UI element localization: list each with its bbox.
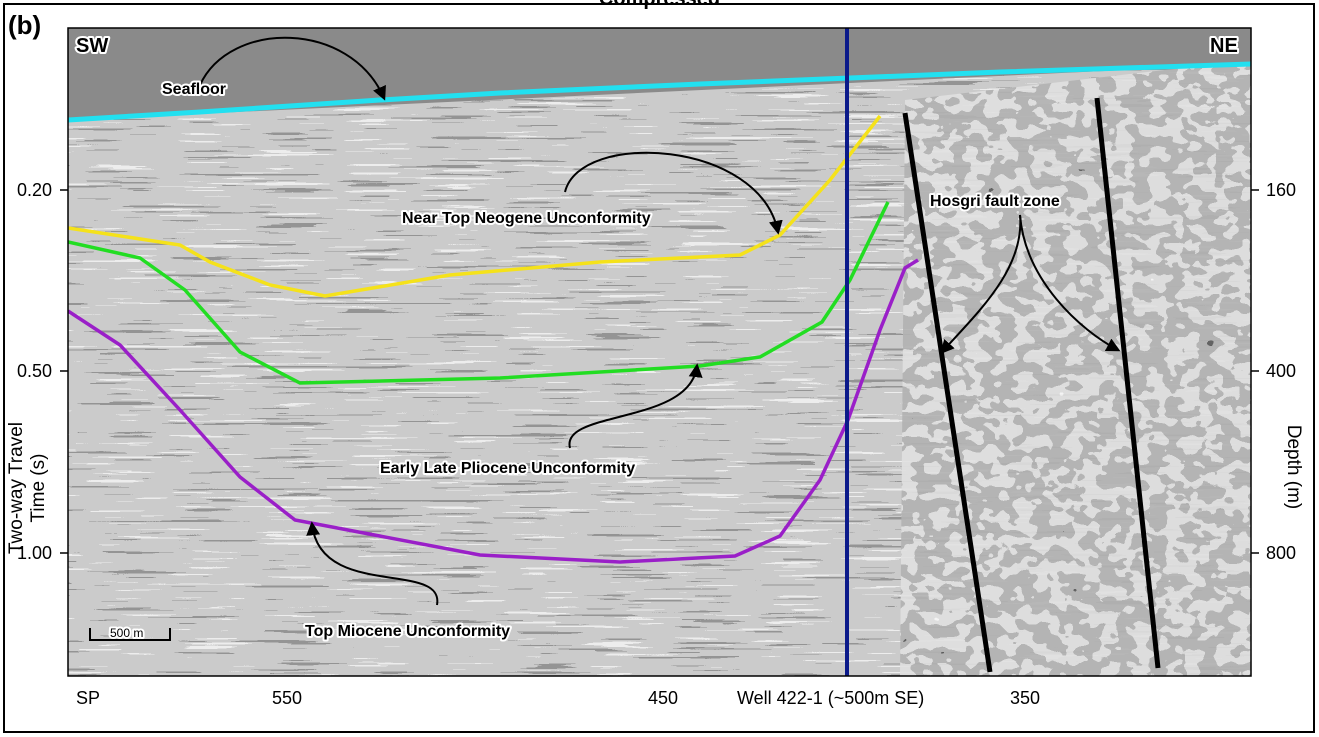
hosgri-fault-zone-label: Hosgri fault zone	[930, 193, 1060, 210]
early-late-pliocene-label: Early Late Pliocene Unconformity	[380, 460, 635, 477]
neogene-label-arrow	[564, 151, 783, 235]
fault-zone-chaotic-reflections	[900, 60, 1251, 676]
scale-bar: 500 m	[89, 624, 171, 642]
left-axis-title-line2: Time (s)	[28, 453, 49, 523]
shotpoint-tick-550: 550	[272, 688, 303, 708]
seafloor-label-arrow	[199, 36, 386, 101]
early-late-pliocene-horizon	[68, 201, 890, 385]
left-axis-title: Two-way Travel Time (s)	[6, 398, 50, 578]
fault-label-arrow-east	[1019, 214, 1121, 352]
section-border	[67, 27, 1252, 677]
seafloor-horizon	[68, 61, 1251, 123]
left-tick-2: 1.00	[17, 543, 53, 563]
right-tick-2: 800	[1266, 543, 1297, 563]
right-tick-1: 400	[1266, 361, 1297, 381]
water-column	[68, 28, 1251, 120]
shotpoint-label: SP	[76, 688, 101, 708]
ne-orientation-label: NE	[1210, 35, 1238, 57]
right-tick-0: 160	[1266, 180, 1297, 200]
pliocene-label-arrow	[568, 363, 703, 449]
fault-label-arrow-west	[940, 214, 1022, 355]
left-tick-1: 0.50	[17, 361, 53, 381]
seafloor-label: Seafloor	[162, 81, 226, 98]
shotpoint-tick-350: 350	[1010, 688, 1041, 708]
figure-title-partial: Compressed	[0, 0, 1319, 11]
panel-label: (b)	[8, 10, 42, 40]
top-miocene-label: Top Miocene Unconformity	[305, 623, 510, 640]
figure-frame	[3, 3, 1315, 733]
scale-bar-label: 500 m	[110, 626, 143, 640]
near-top-neogene-label: Near Top Neogene Unconformity	[402, 210, 651, 227]
right-axis-title: Depth (m)	[1283, 424, 1304, 510]
well-label: Well 422-1 (~500m SE)	[737, 688, 925, 708]
miocene-label-arrow	[306, 521, 439, 606]
shotpoint-tick-450: 450	[648, 688, 679, 708]
right-axis-ticks	[1251, 189, 1259, 554]
left-tick-0: 0.20	[17, 180, 53, 200]
fault-line-west	[902, 112, 993, 673]
left-axis-ticks	[60, 189, 68, 554]
left-axis-title-line1: Two-way Travel	[6, 422, 27, 554]
sw-orientation-label: SW	[76, 35, 108, 57]
top-miocene-horizon	[68, 258, 919, 564]
fault-line-east	[1094, 97, 1161, 669]
near-top-neogene-horizon	[68, 114, 882, 298]
